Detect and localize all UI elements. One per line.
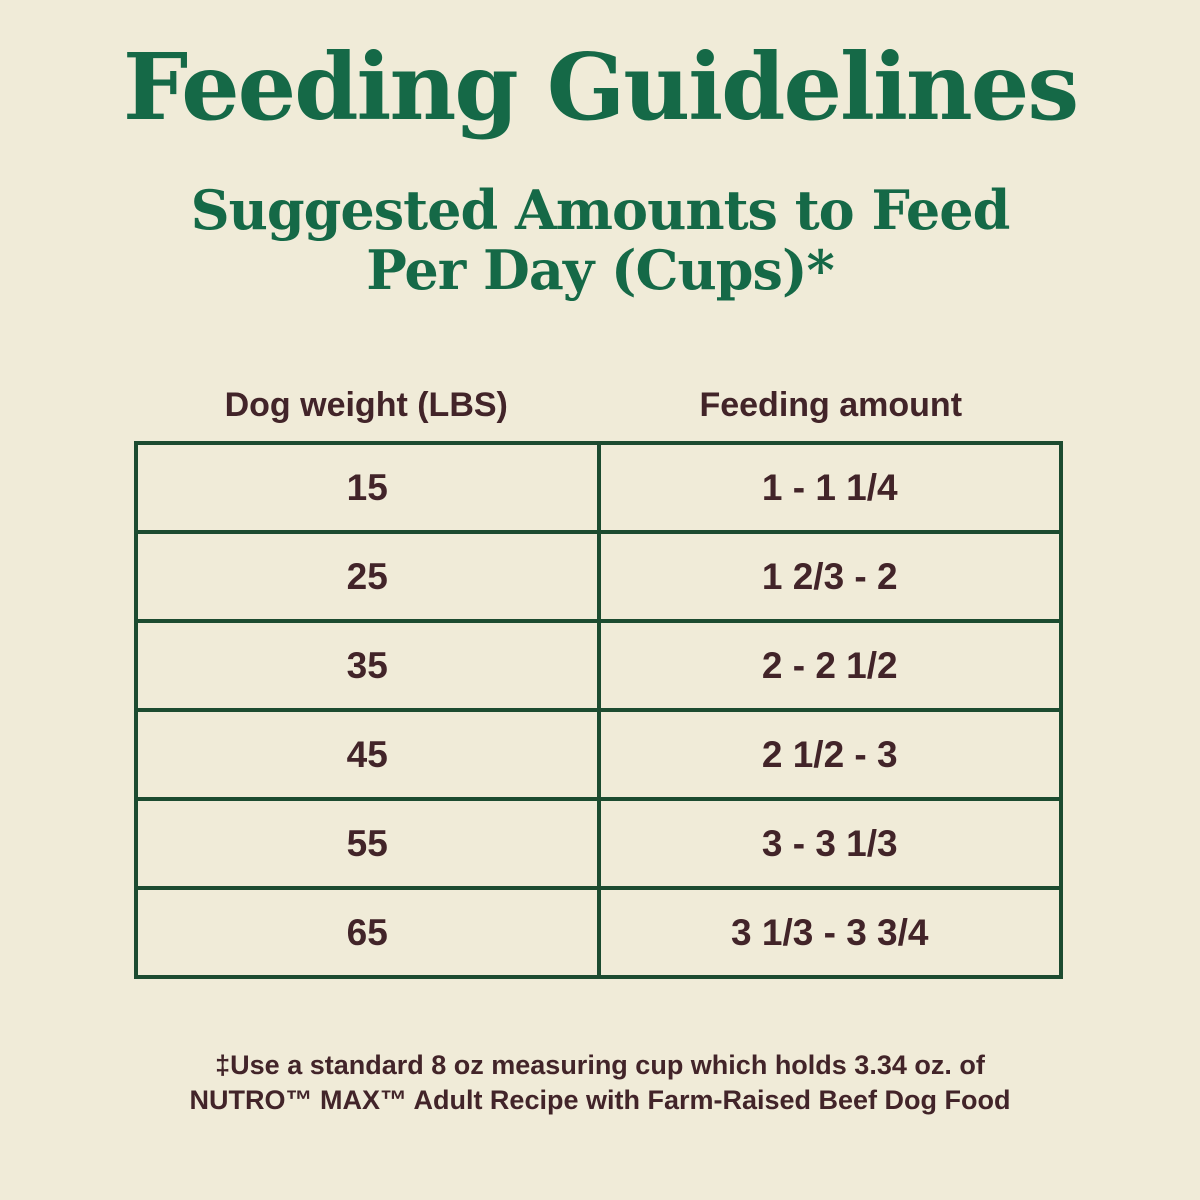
feeding-amount-cell: 1 2/3 - 2 bbox=[596, 530, 1063, 623]
subtitle-line-2: Per Day (Cups)* bbox=[366, 238, 835, 302]
feeding-amount-cell: 2 - 2 1/2 bbox=[596, 619, 1063, 712]
footnote: ‡Use a standard 8 oz measuring cup which… bbox=[0, 1048, 1200, 1118]
feeding-amount-cell: 1 - 1 1/4 bbox=[596, 441, 1063, 534]
table-row: 35 2 - 2 1/2 bbox=[134, 619, 1063, 712]
table-body: 15 1 - 1 1/4 25 1 2/3 - 2 35 2 - 2 1/2 4… bbox=[134, 441, 1063, 979]
dog-weight-cell: 45 bbox=[134, 708, 601, 801]
column-header-feeding-amount: Feeding amount bbox=[699, 386, 963, 424]
page-subtitle: Suggested Amounts to Feed Per Day (Cups)… bbox=[0, 180, 1200, 300]
feeding-guidelines-table: 15 1 - 1 1/4 25 1 2/3 - 2 35 2 - 2 1/2 4… bbox=[134, 441, 1063, 979]
dog-weight-cell: 35 bbox=[134, 619, 601, 712]
table-row: 45 2 1/2 - 3 bbox=[134, 708, 1063, 801]
footnote-line-1: ‡Use a standard 8 oz measuring cup which… bbox=[215, 1050, 985, 1080]
table-row: 25 1 2/3 - 2 bbox=[134, 530, 1063, 623]
dog-weight-cell: 25 bbox=[134, 530, 601, 623]
dog-weight-cell: 65 bbox=[134, 886, 601, 979]
table-column-headers: Dog weight (LBS) Feeding amount bbox=[134, 382, 1063, 428]
footnote-line-2: NUTRO™ MAX™ Adult Recipe with Farm-Raise… bbox=[189, 1085, 1011, 1115]
dog-weight-cell: 15 bbox=[134, 441, 601, 534]
feeding-amount-cell: 3 - 3 1/3 bbox=[596, 797, 1063, 890]
table-row: 55 3 - 3 1/3 bbox=[134, 797, 1063, 890]
column-header-dog-weight: Dog weight (LBS) bbox=[224, 386, 508, 424]
table-row: 15 1 - 1 1/4 bbox=[134, 441, 1063, 534]
table-row: 65 3 1/3 - 3 3/4 bbox=[134, 886, 1063, 979]
feeding-amount-cell: 3 1/3 - 3 3/4 bbox=[596, 886, 1063, 979]
dog-weight-cell: 55 bbox=[134, 797, 601, 890]
subtitle-line-1: Suggested Amounts to Feed bbox=[190, 178, 1011, 242]
feeding-amount-cell: 2 1/2 - 3 bbox=[596, 708, 1063, 801]
page-title: Feeding Guidelines bbox=[122, 33, 1079, 141]
